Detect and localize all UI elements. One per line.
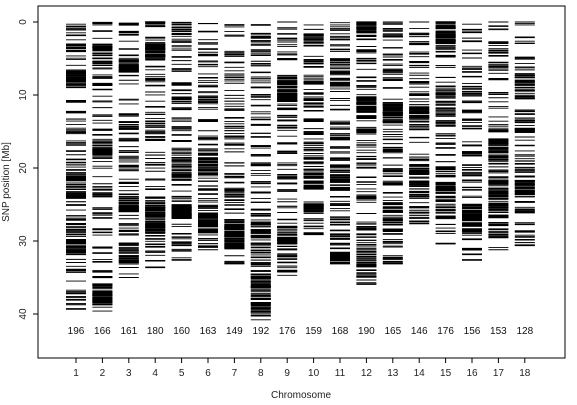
y-tick-label: 0 xyxy=(18,19,29,25)
x-tick-label: 8 xyxy=(258,368,264,379)
chromosome-1-snp-column xyxy=(66,23,86,310)
x-tick-label: 4 xyxy=(152,368,158,379)
x-axis-label: Chromosome xyxy=(271,390,331,401)
snp-count-label: 128 xyxy=(516,326,533,337)
x-tick-label: 2 xyxy=(100,368,106,379)
x-tick-label: 15 xyxy=(440,368,452,379)
snp-count-label: 192 xyxy=(252,326,269,337)
chromosome-15-snp-column xyxy=(435,21,456,245)
y-tick-label: 40 xyxy=(18,308,29,320)
chromosome-17-snp-column xyxy=(488,21,509,251)
x-tick-label: 14 xyxy=(414,368,426,379)
x-tick-label: 6 xyxy=(205,368,211,379)
chromosome-18-snp-column xyxy=(514,21,535,247)
y-tick-label: 30 xyxy=(18,235,29,247)
snp-count-labels: 196 166 161 180 160 163 149 192 176 159 168 190 165 1… xyxy=(68,326,534,337)
snp-count-label: 176 xyxy=(437,326,454,337)
x-tick-label: 12 xyxy=(361,368,373,379)
y-tick-label: 20 xyxy=(18,162,29,174)
chromosome-6-snp-column xyxy=(198,23,218,251)
snp-count-label: 146 xyxy=(411,326,428,337)
chromosome-11-snp-column xyxy=(330,22,350,265)
x-tick-label: 13 xyxy=(387,368,399,379)
snp-count-label: 165 xyxy=(384,326,401,337)
x-tick-label: 17 xyxy=(493,368,505,379)
snp-count-label: 156 xyxy=(464,326,481,337)
chromosome-9-snp-column xyxy=(277,21,298,276)
chromosome-16-snp-column xyxy=(462,23,482,261)
x-tick-label: 16 xyxy=(466,368,478,379)
y-axis: 0 10 20 30 40 xyxy=(18,19,38,320)
chromosome-4-snp-column xyxy=(145,21,166,269)
snp-count-label: 160 xyxy=(173,326,190,337)
chromosome-12-snp-column xyxy=(356,21,377,285)
x-tick-label: 9 xyxy=(284,368,290,379)
chromosome-2-snp-column xyxy=(92,21,113,312)
chromosome-5-snp-column xyxy=(171,21,192,261)
chromosome-3-snp-column xyxy=(118,22,139,278)
x-tick-label: 10 xyxy=(308,368,320,379)
y-tick-label: 10 xyxy=(18,89,29,101)
chromosome-13-snp-column xyxy=(382,21,403,265)
snp-count-label: 166 xyxy=(94,326,111,337)
snp-count-label: 190 xyxy=(358,326,375,337)
chromosome-14-snp-column xyxy=(409,21,430,225)
x-tick-label: 7 xyxy=(232,368,238,379)
chromosome-10-snp-column xyxy=(303,24,324,236)
plot-area-border xyxy=(37,5,566,359)
x-tick-label: 18 xyxy=(519,368,531,379)
chromosome-7-snp-column xyxy=(224,24,245,265)
chromosome-8-snp-column xyxy=(250,24,271,321)
x-tick-label: 5 xyxy=(179,368,185,379)
x-axis: 1 2 3 4 5 6 7 8 9 10 11 12 13 14 15 16 17 18 xyxy=(73,358,531,379)
y-axis-label: SNP position [Mb] xyxy=(1,142,12,222)
snp-columns xyxy=(66,21,535,321)
x-tick-label: 1 xyxy=(73,368,79,379)
snp-count-label: 180 xyxy=(147,326,164,337)
snp-count-label: 176 xyxy=(279,326,296,337)
x-tick-label: 3 xyxy=(126,368,132,379)
snp-count-label: 168 xyxy=(332,326,349,337)
snp-count-label: 149 xyxy=(226,326,243,337)
snp-count-label: 153 xyxy=(490,326,507,337)
snp-count-label: 196 xyxy=(68,326,85,337)
snp-count-label: 161 xyxy=(120,326,137,337)
snp-count-label: 159 xyxy=(305,326,322,337)
x-tick-label: 11 xyxy=(335,368,346,379)
snp-count-label: 163 xyxy=(200,326,217,337)
